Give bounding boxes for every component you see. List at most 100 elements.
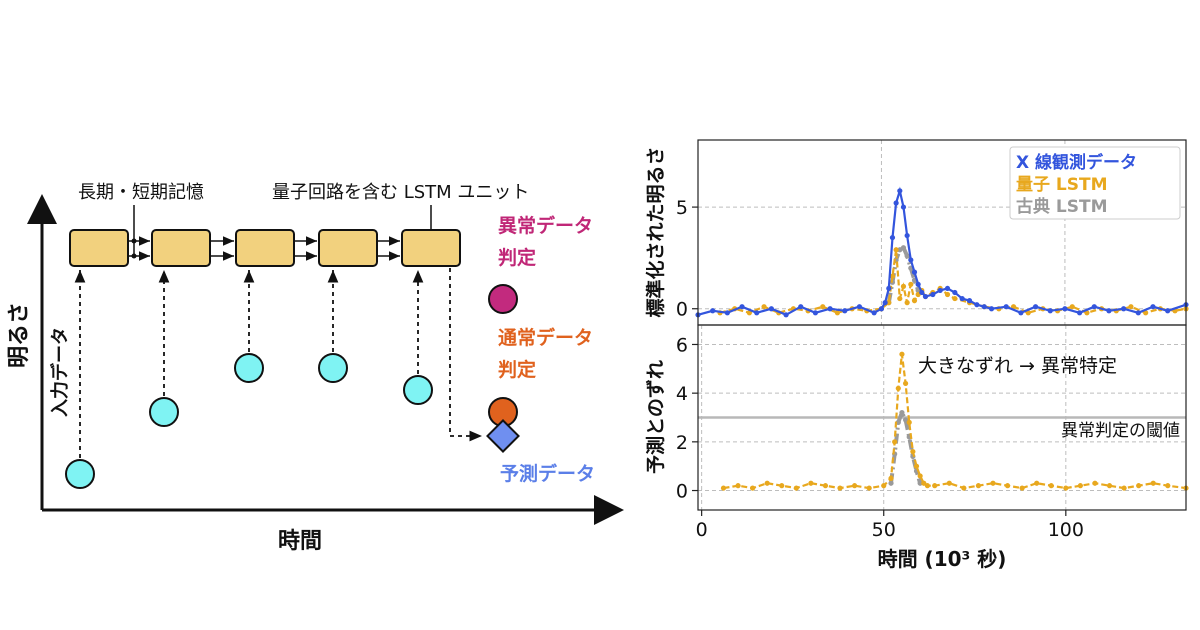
top-series-0-point-42	[1106, 308, 1112, 314]
top-series-0-point-8	[812, 310, 819, 316]
top-series-line-1	[719, 249, 1187, 314]
top-series-1-point-12	[886, 300, 892, 306]
top-series-0-point-19	[900, 204, 907, 210]
bottom-series-0-point-14	[895, 385, 901, 391]
top-series-0-point-46	[1165, 308, 1171, 314]
top-series-0-point-33	[981, 304, 987, 310]
bottom-series-0-point-33	[1077, 483, 1083, 489]
top-series-0-point-3	[739, 304, 745, 310]
top-series-2-point-4	[900, 245, 907, 251]
bottom-series-0-point-35	[1106, 483, 1113, 489]
top-series-0-point-39	[1062, 306, 1068, 312]
lstm-cell-5	[401, 229, 461, 267]
top-series-0-point-31	[966, 298, 973, 304]
anomaly-label-line2: 判定	[498, 246, 536, 269]
bottom-series-0-point-32	[1063, 485, 1069, 491]
bottom-series-0-point-4	[779, 483, 785, 489]
input-point-2	[149, 397, 179, 427]
top-series-0-point-24	[919, 289, 925, 296]
top-series-0-point-20	[904, 232, 910, 239]
bottom-series-0-point-8	[837, 485, 843, 491]
bottom-series-0-point-0	[720, 485, 727, 491]
output-arrow	[449, 268, 482, 442]
top-series-0-point-16	[889, 234, 896, 241]
top-series-0-point-15	[886, 285, 892, 292]
top-series-0-point-1	[710, 308, 716, 314]
top-ticks: 05	[676, 197, 698, 321]
top-series-1-point-34	[1069, 304, 1075, 310]
top-series-0-point-22	[911, 269, 918, 275]
top-y-tick-1: 5	[676, 197, 688, 219]
top-series-1-point-15	[897, 295, 903, 302]
bottom-series-0-point-23	[932, 483, 938, 489]
top-series-1-point-16	[900, 283, 907, 289]
prediction-marker	[486, 419, 520, 453]
unit-label: 量子回路を含む LSTM ユニット	[272, 182, 529, 203]
top-series-1-point-3	[761, 304, 767, 310]
top-series-0-point-35	[1003, 304, 1009, 310]
bottom-series-0-point-28	[1004, 483, 1011, 489]
top-series-0-point-13	[878, 306, 885, 312]
top-series-0-point-36	[1018, 310, 1024, 316]
top-series-0-point-28	[944, 285, 951, 292]
top-series-0-point-40	[1076, 310, 1083, 316]
normal-label-line2: 判定	[498, 358, 536, 381]
bottom-series	[720, 351, 1189, 491]
bottom-ticks: 0 50 100 0 2 4 6	[676, 334, 1084, 541]
top-series-0-point-30	[959, 295, 965, 302]
bottom-chart: 0 50 100 0 2 4 6 異常判定の閾値 大きなずれ → 異常特定 予測とのずれ 時…	[644, 324, 1189, 571]
threshold-label: 異常判定の閾値	[1061, 421, 1180, 441]
top-series-1-point-17	[904, 300, 910, 306]
bottom-series-0-point-10	[866, 485, 872, 491]
bottom-x-tick-1: 50	[872, 519, 896, 541]
top-series-2-point-5	[904, 253, 910, 259]
top-series-0-point-9	[827, 306, 833, 312]
top-series-0-point-14	[882, 300, 888, 306]
top-legend: X 線観測データ 量子 LSTM 古典 LSTM	[1009, 146, 1181, 220]
bottom-x-tick-2: 100	[1048, 519, 1084, 541]
top-series-0-point-12	[871, 310, 877, 316]
top-series-0-point-5	[768, 306, 774, 312]
bottom-series-0-point-5	[793, 485, 799, 491]
top-series-0-point-2	[724, 310, 730, 316]
bottom-series-0-point-7	[822, 483, 829, 489]
bottom-series-0-point-16	[902, 380, 909, 387]
top-series-0-point-43	[1121, 306, 1127, 312]
bottom-series-0-point-29	[1019, 485, 1025, 491]
top-y-axis-label: 標準化された明るさ	[644, 146, 667, 317]
input-point-1	[65, 459, 95, 489]
top-series-0-point-44	[1135, 310, 1141, 316]
top-series-0-point-37	[1032, 304, 1039, 310]
top-series-0-point-41	[1091, 304, 1097, 310]
bottom-series-1-point-4	[902, 417, 909, 423]
bottom-series-line-0	[723, 354, 1187, 490]
bottom-series-0-point-24	[946, 480, 952, 486]
bottom-series-0-point-6	[808, 480, 814, 486]
top-series-1-point-18	[908, 281, 914, 287]
cell-connections	[128, 236, 400, 261]
bottom-series-0-point-31	[1048, 483, 1054, 489]
top-series-0-point-45	[1150, 304, 1156, 310]
lstm-cell-3	[235, 229, 295, 267]
top-series-1-point-7	[820, 304, 826, 310]
top-series-0-point-38	[1047, 308, 1053, 314]
bottom-series-1-point-0	[888, 480, 894, 486]
bottom-series-0-point-21	[921, 480, 927, 486]
anomaly-marker	[488, 284, 518, 314]
top-series-0-point-23	[915, 281, 921, 287]
bottom-y-axis-label: 予測とのずれ	[644, 360, 667, 474]
bottom-series-0-point-13	[892, 439, 898, 445]
top-series-0-point-7	[798, 304, 804, 310]
top-series-0-point-17	[893, 200, 899, 206]
top-series-0-point-6	[783, 312, 789, 318]
bottom-series-0-point-17	[906, 419, 912, 425]
bottom-y-tick-1: 2	[676, 432, 688, 454]
bottom-series-0-point-20	[917, 473, 923, 479]
top-series-1-point-2	[746, 310, 752, 316]
bottom-series-0-point-2	[750, 485, 756, 491]
lstm-cell-4	[318, 229, 378, 267]
anomaly-label-line1: 異常データ	[498, 214, 593, 237]
anomaly-annotation: 大きなずれ → 異常特定	[918, 355, 1117, 377]
